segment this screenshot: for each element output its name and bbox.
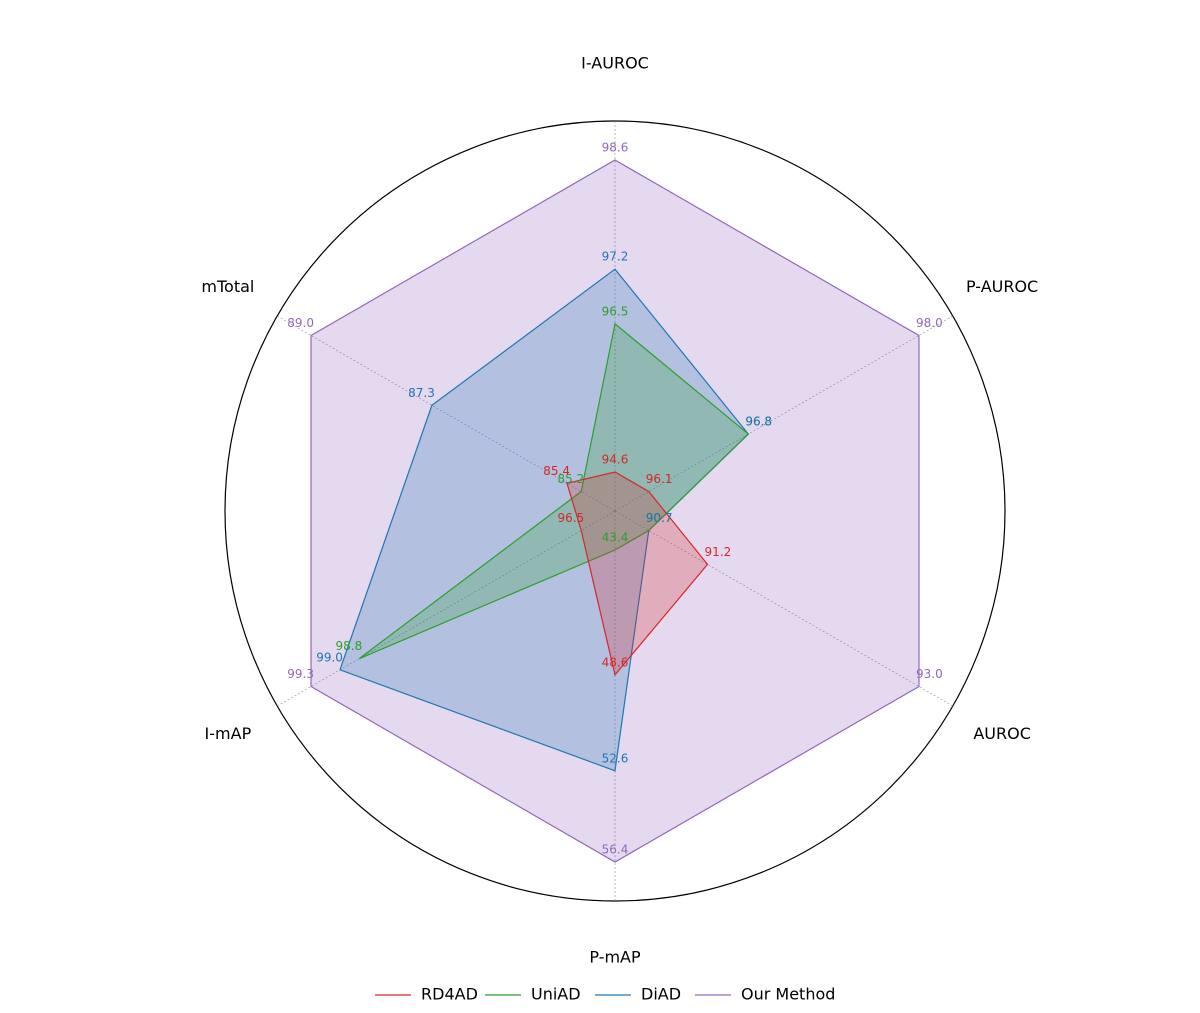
axis-line	[277, 510, 616, 707]
value-label: 98.0	[916, 316, 943, 330]
series-area	[310, 159, 920, 863]
legend-label: UniAD	[531, 985, 581, 1004]
series-area	[358, 322, 750, 660]
value-label: 96.5	[557, 511, 584, 525]
value-label: 96.5	[602, 304, 629, 318]
legend-label: RD4AD	[421, 985, 478, 1004]
value-label: 99.0	[316, 650, 343, 664]
value-label: 43.4	[602, 531, 629, 545]
value-label: 90.7	[646, 511, 673, 525]
axis-line	[277, 315, 616, 512]
value-label: 96.8	[745, 415, 772, 429]
value-label: 56.4	[602, 843, 629, 857]
axis-line	[614, 315, 953, 512]
value-label: 48.6	[602, 655, 629, 669]
value-label: 96.8	[745, 415, 772, 429]
value-label: 90.7	[646, 511, 673, 525]
value-label: 52.6	[602, 751, 629, 765]
legend-label: Our Method	[741, 985, 835, 1004]
axis-label: I-AUROC	[581, 54, 649, 73]
value-label: 85.4	[543, 464, 570, 478]
axis-label: mTotal	[201, 277, 254, 296]
axis-label: I-mAP	[205, 724, 252, 743]
series-area	[566, 471, 709, 677]
value-label: 98.6	[602, 141, 629, 155]
value-label: 97.2	[602, 250, 629, 264]
value-label: 94.6	[602, 453, 629, 467]
value-label: 99.3	[287, 667, 314, 681]
value-label: 91.2	[705, 545, 732, 559]
value-label: 96.1	[646, 472, 673, 486]
value-label: 87.3	[408, 386, 435, 400]
value-label: 93.0	[916, 667, 943, 681]
axis-line	[614, 510, 953, 707]
axis-label: P-mAP	[589, 948, 641, 967]
value-label: 98.8	[336, 639, 363, 653]
axis-label: AUROC	[973, 724, 1031, 743]
legend-label: DiAD	[641, 985, 681, 1004]
value-label: 89.0	[287, 316, 314, 330]
value-label: 85.2	[557, 472, 584, 486]
axis-label: P-AUROC	[966, 277, 1038, 296]
